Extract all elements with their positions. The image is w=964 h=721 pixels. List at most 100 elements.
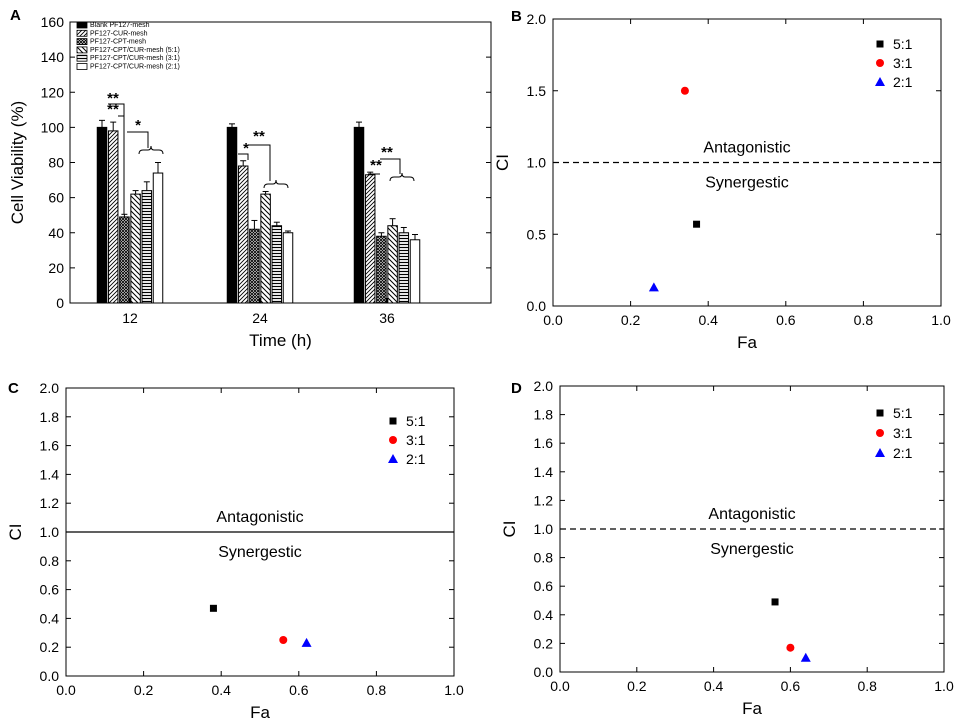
legend-swatch (76, 54, 88, 62)
y-tick-label: 20 (48, 260, 64, 276)
legend-marker-triangle (388, 454, 398, 463)
bar (409, 239, 421, 304)
y-tick-label: 1.4 (40, 466, 60, 482)
bar (260, 193, 271, 304)
legend-label: 5:1 (406, 413, 426, 429)
synergestic-label: Synergestic (710, 541, 794, 558)
y-tick-label: 0.0 (527, 298, 547, 314)
x-tick-label: 1.0 (444, 682, 464, 698)
y-tick-label: 40 (48, 225, 64, 241)
significance-brace (389, 172, 415, 182)
panel-label: B (511, 8, 522, 25)
legend-swatch (76, 38, 88, 45)
significance-label: * (135, 117, 141, 134)
y-tick-label: 0.0 (534, 664, 554, 680)
legend-label: PF127-CPT/CUR-mesh (3:1) (90, 55, 180, 62)
bar (387, 225, 398, 304)
legend-swatch (76, 29, 88, 37)
panel-label: D (511, 380, 522, 397)
y-tick-label: 160 (41, 14, 65, 30)
bar (119, 216, 130, 304)
x-tick-label: 0.6 (289, 682, 309, 698)
significance-label: ** (107, 90, 119, 107)
x-tick-label: 1.0 (934, 678, 954, 694)
bar (96, 126, 108, 304)
legend-marker-square (389, 417, 397, 425)
legend-marker-circle (876, 59, 884, 67)
y-tick-label: 0.4 (40, 610, 60, 626)
legend-label: PF127-CPT-mesh (90, 39, 146, 46)
y-tick-label: 2.0 (527, 11, 547, 27)
panel-label: C (8, 380, 19, 397)
significance-bracket (127, 131, 149, 148)
data-point-circle (680, 86, 689, 95)
legend-marker-triangle (875, 448, 885, 457)
significance-label: ** (253, 128, 265, 145)
y-tick-label: 1.6 (534, 435, 554, 451)
x-tick-label: 36 (379, 310, 395, 326)
antagonistic-label: Antagonistic (708, 506, 795, 523)
y-tick-label: 0.5 (527, 226, 547, 242)
legend-marker-circle (389, 436, 397, 444)
x-tick-label: 1.0 (931, 312, 951, 328)
legend-label: 3:1 (893, 55, 913, 71)
x-tick-label: 0.4 (211, 682, 231, 698)
y-axis-label: CI (493, 154, 512, 171)
y-tick-label: 0.6 (534, 578, 554, 594)
bar (107, 130, 119, 304)
legend-label: 5:1 (893, 36, 913, 52)
significance-label: ** (107, 101, 119, 118)
y-axis-label: Cell Viability (%) (8, 101, 27, 224)
bar (141, 190, 153, 304)
legend-label: PF127-CUR-mesh (90, 30, 148, 37)
antagonistic-label: Antagonistic (703, 140, 790, 157)
significance-brace (263, 179, 289, 189)
data-point-square (209, 604, 217, 612)
panel-a-bar-chart: A 0 20 40 60 80 100 120 140 160 Cell Viability (%)… (8, 7, 492, 350)
x-tick-label: 0.6 (776, 312, 796, 328)
y-axis-label: CI (6, 524, 25, 541)
y-tick-label: 1.6 (40, 438, 60, 454)
y-tick-label: 1.0 (527, 155, 547, 171)
data-point-triangle (800, 652, 811, 662)
significance-bracket (248, 144, 271, 181)
bar (271, 225, 283, 304)
legend-label: 3:1 (406, 432, 426, 448)
legend-swatch (76, 63, 88, 70)
significance-bracket (380, 158, 401, 174)
antagonistic-label: Antagonistic (216, 509, 303, 526)
significance-label: ** (370, 157, 382, 174)
x-axis-label: Time (h) (249, 331, 312, 350)
x-tick-label: 24 (252, 310, 268, 326)
data-point-circle (786, 643, 795, 652)
legend-marker-square (876, 40, 884, 48)
legend-label: PF127-CPT/CUR-mesh (5:1) (90, 47, 180, 54)
synergestic-label: Synergestic (218, 544, 302, 561)
bar (130, 193, 141, 304)
legend-label: Blank PF127-mesh (90, 22, 150, 29)
x-tick-label: 12 (122, 310, 138, 326)
significance-label: ** (381, 144, 393, 161)
panel-c-scatter-chart: C 0.0 0.2 0.4 0.6 0.8 1.0 0.0 0.2 0.4 0.6 0.8 1.0 1.2… (6, 380, 464, 721)
bar (398, 232, 410, 304)
y-tick-label: 0.8 (40, 553, 60, 569)
legend-label: 2:1 (893, 445, 913, 461)
significance-brace (138, 145, 164, 155)
y-tick-label: 0.0 (40, 668, 60, 684)
data-point-square (771, 598, 779, 606)
x-tick-label: 0.0 (550, 678, 570, 694)
panel-label: A (10, 7, 21, 24)
legend-swatch (76, 21, 88, 29)
legend-label: 2:1 (893, 74, 913, 90)
data-point-circle (279, 636, 288, 644)
y-tick-label: 100 (41, 119, 65, 135)
bar (152, 172, 164, 304)
x-tick-label: 0.2 (627, 678, 647, 694)
data-point-triangle (301, 637, 312, 647)
legend-marker-circle (876, 429, 884, 437)
significance-bracket (238, 153, 249, 160)
y-tick-label: 80 (48, 155, 64, 171)
legend-label: 2:1 (406, 451, 426, 467)
x-tick-label: 0.0 (56, 682, 76, 698)
x-tick-label: 0.2 (134, 682, 154, 698)
